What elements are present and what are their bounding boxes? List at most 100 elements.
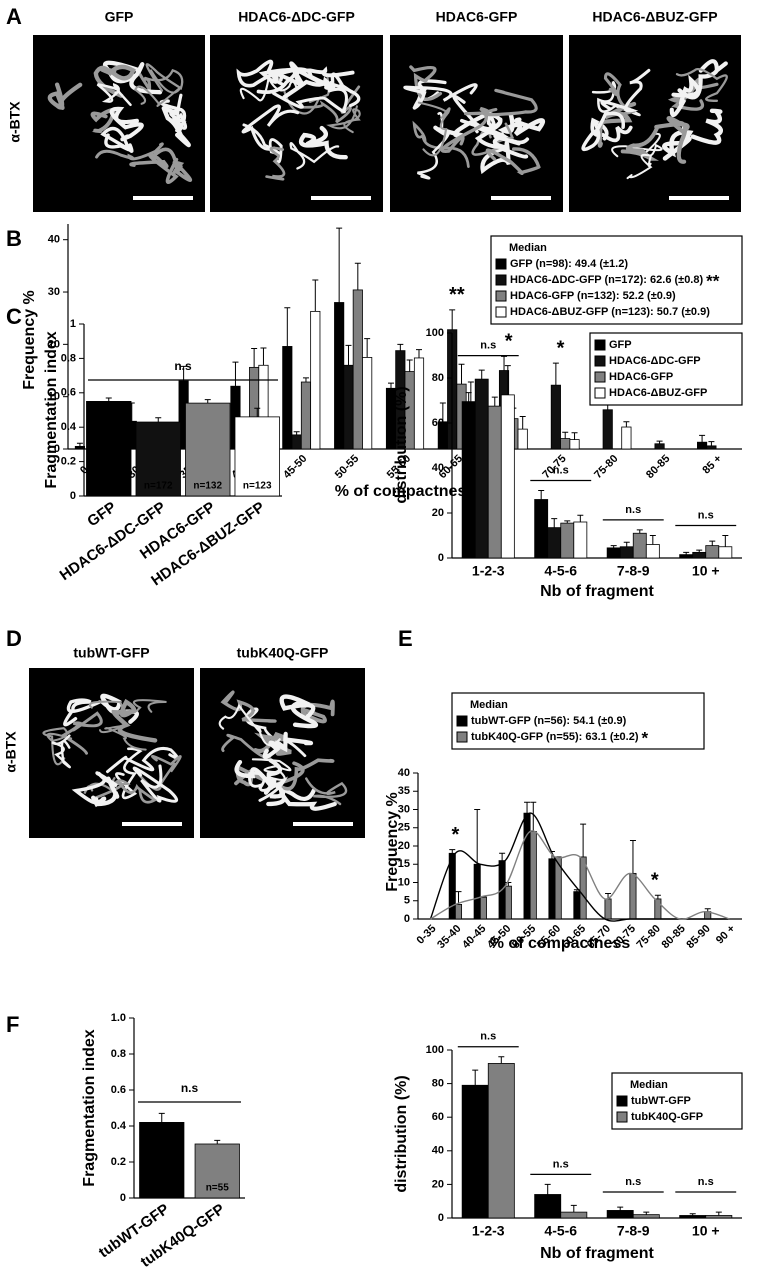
bar-label: n=98 xyxy=(97,481,121,492)
legend-label: HDAC6-ΔBUZ-GFP (n=123): 50.7 (±0.9) xyxy=(510,306,710,318)
legend-swatch xyxy=(616,1095,628,1107)
error-bar xyxy=(643,1211,650,1215)
y-tick-label: 0 xyxy=(54,443,60,455)
significance-star: ** xyxy=(449,284,465,306)
endplate-branch xyxy=(134,69,182,107)
endplate-branch xyxy=(581,111,625,152)
bar xyxy=(334,302,345,450)
bar xyxy=(185,402,231,497)
bar xyxy=(529,831,537,920)
bar-label: n=172 xyxy=(144,481,173,492)
endplate-branch xyxy=(662,124,694,161)
legend-box xyxy=(451,692,705,750)
error-bar xyxy=(449,309,456,330)
endplate-branch xyxy=(47,82,83,110)
y-tick-label: 15 xyxy=(398,858,410,870)
y-tick-label: 60 xyxy=(432,417,444,429)
error-bar xyxy=(715,1211,722,1216)
legend-swatch xyxy=(495,258,507,270)
panel-label: D xyxy=(6,626,22,651)
x-axis-label: Nb of fragment xyxy=(540,583,654,600)
error-bar xyxy=(491,396,498,407)
bar xyxy=(473,863,481,920)
x-tick-label: 75-80 xyxy=(592,453,620,481)
x-axis-label: Nb of fragment xyxy=(540,1245,654,1262)
bar xyxy=(569,439,580,450)
x-tick-label: 7-8-9 xyxy=(617,1223,650,1239)
bar xyxy=(602,409,613,450)
y-tick-label: 0.2 xyxy=(61,456,76,468)
y-axis-label: Fragmentation index xyxy=(81,1029,98,1186)
bar xyxy=(632,532,647,559)
endplate-branch xyxy=(675,67,728,102)
bar xyxy=(300,381,312,450)
y-tick-label: 0 xyxy=(438,1212,444,1224)
endplate-branch xyxy=(289,142,340,170)
significance-star: * xyxy=(451,824,459,846)
bar xyxy=(629,872,637,920)
x-tick-label: 85 + xyxy=(700,453,724,477)
bar xyxy=(194,1143,240,1199)
error-bar xyxy=(577,514,584,522)
y-tick-label: 40 xyxy=(432,1145,444,1157)
endplate-branch xyxy=(305,777,348,806)
error-bar xyxy=(155,417,162,423)
significance-label: n.s xyxy=(553,1158,569,1170)
error-bar xyxy=(406,359,413,372)
error-bar xyxy=(689,1213,696,1216)
y-axis-label: Frequency % xyxy=(384,792,401,892)
endplate-branch xyxy=(440,106,490,153)
error-bar xyxy=(345,344,352,366)
legend-significance: * xyxy=(642,728,649,747)
legend-label: tubK40Q-GFP (n=55): 63.1 (±0.2) xyxy=(471,731,639,743)
bar xyxy=(352,289,363,450)
bar-label: n=123 xyxy=(243,481,272,492)
endplate-branch xyxy=(138,754,182,791)
bar xyxy=(718,546,733,559)
legend-label: GFP (n=98): 49.4 (±1.2) xyxy=(510,258,628,270)
y-tick-label: 10 xyxy=(48,391,60,403)
image-title: tubWT-GFP xyxy=(73,645,149,661)
x-tick-label: 4-5-6 xyxy=(544,1223,577,1239)
x-axis-label: % of compactness xyxy=(490,935,631,952)
bar xyxy=(606,1210,634,1219)
micrograph xyxy=(210,35,383,212)
y-tick-label: 0.6 xyxy=(61,387,76,399)
bar xyxy=(560,1211,588,1219)
endplate-branch xyxy=(611,132,663,158)
x-tick-label: 45-50 xyxy=(281,453,309,481)
significance-label: n.s xyxy=(174,359,192,373)
endplate-branch xyxy=(60,711,103,755)
x-tick-label: 80-85 xyxy=(659,923,687,951)
bar xyxy=(474,378,489,559)
y-axis-label: Frequency % xyxy=(21,290,38,390)
error-bar xyxy=(284,307,291,347)
endplate-branch xyxy=(326,105,361,134)
error-bar xyxy=(232,361,239,387)
bar xyxy=(74,445,85,450)
image-title: tubK40Q-GFP xyxy=(237,645,329,661)
error-bar xyxy=(649,535,656,545)
bar xyxy=(547,527,562,559)
endplate-branch xyxy=(626,153,653,180)
error-bar xyxy=(478,369,485,380)
y-tick-label: 0 xyxy=(438,552,444,564)
trend-line xyxy=(430,830,730,920)
legend-label: HDAC6-ΔDC-GFP xyxy=(609,355,701,367)
endplate-branch xyxy=(92,780,158,804)
endplate-branch xyxy=(272,87,348,114)
x-tick-label: 75-80 xyxy=(635,923,663,951)
significance-label: n.s xyxy=(480,1031,496,1043)
y-tick-label: 1 xyxy=(70,318,76,330)
bar xyxy=(310,310,321,450)
significance-star: * xyxy=(557,337,565,359)
endplate-branch xyxy=(273,758,335,791)
x-tick-label: 80-85 xyxy=(644,453,672,481)
significance-label: n.s xyxy=(181,1081,199,1095)
bar xyxy=(461,401,476,559)
bar xyxy=(534,499,549,559)
bar xyxy=(560,522,575,559)
endplate-branch xyxy=(114,747,143,800)
panel-label: F xyxy=(6,1012,19,1037)
